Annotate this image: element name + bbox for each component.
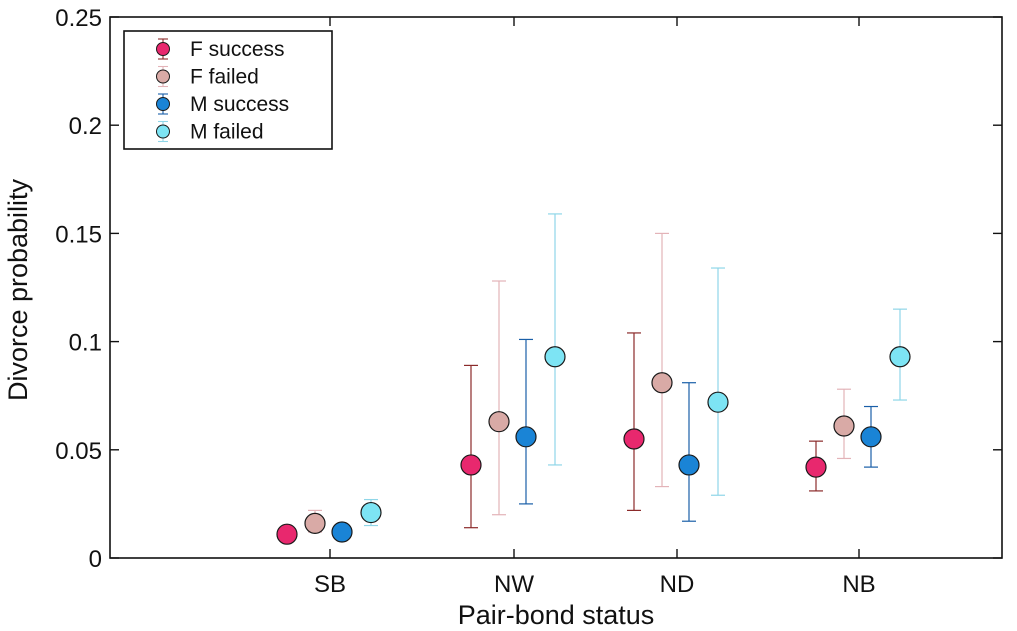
data-point: [707, 391, 729, 413]
legend: F success F failed M success M failed: [123, 30, 333, 150]
data-point: [889, 346, 911, 368]
data-point: [515, 426, 537, 448]
data-point: [460, 454, 482, 476]
data-points: [276, 346, 911, 545]
legend-marker: [156, 69, 170, 84]
x-axis-title: Pair-bond status: [458, 600, 655, 630]
x-axis: SB NW ND NB: [314, 17, 876, 598]
x-tick-label: NB: [842, 571, 875, 598]
legend-marker: [156, 97, 170, 111]
data-point: [623, 428, 645, 450]
data-point: [360, 501, 382, 524]
data-point: [651, 372, 673, 394]
legend-label: F success: [190, 38, 285, 61]
y-axis: 0 0.05 0.1 0.15 0.2 0.25: [55, 5, 1002, 573]
legend-label: F failed: [190, 66, 259, 89]
y-tick-label: 0.2: [69, 113, 102, 140]
x-tick-label: NW: [494, 571, 534, 598]
y-tick-label: 0.1: [69, 330, 102, 357]
data-point: [860, 426, 882, 448]
y-tick-label: 0.25: [55, 5, 102, 32]
plot-frame: [109, 16, 1003, 559]
y-tick-label: 0.05: [55, 438, 102, 465]
data-point: [304, 512, 326, 534]
data-point: [544, 346, 566, 368]
data-point: [488, 411, 510, 433]
y-tick-label: 0: [89, 546, 102, 573]
legend-marker: [156, 124, 170, 139]
y-tick-label: 0.15: [55, 221, 102, 248]
data-point: [678, 454, 700, 476]
x-tick-label: SB: [314, 571, 346, 598]
y-axis-title: Divorce probability: [3, 178, 33, 401]
legend-marker: [156, 42, 170, 56]
data-point: [331, 521, 353, 543]
legend-label: M failed: [190, 121, 264, 144]
error-bars: [280, 213, 907, 537]
x-tick-label: ND: [660, 571, 695, 598]
data-point: [833, 415, 855, 437]
legend-label: M success: [190, 93, 289, 116]
data-point: [276, 523, 298, 545]
data-point: [805, 456, 827, 478]
